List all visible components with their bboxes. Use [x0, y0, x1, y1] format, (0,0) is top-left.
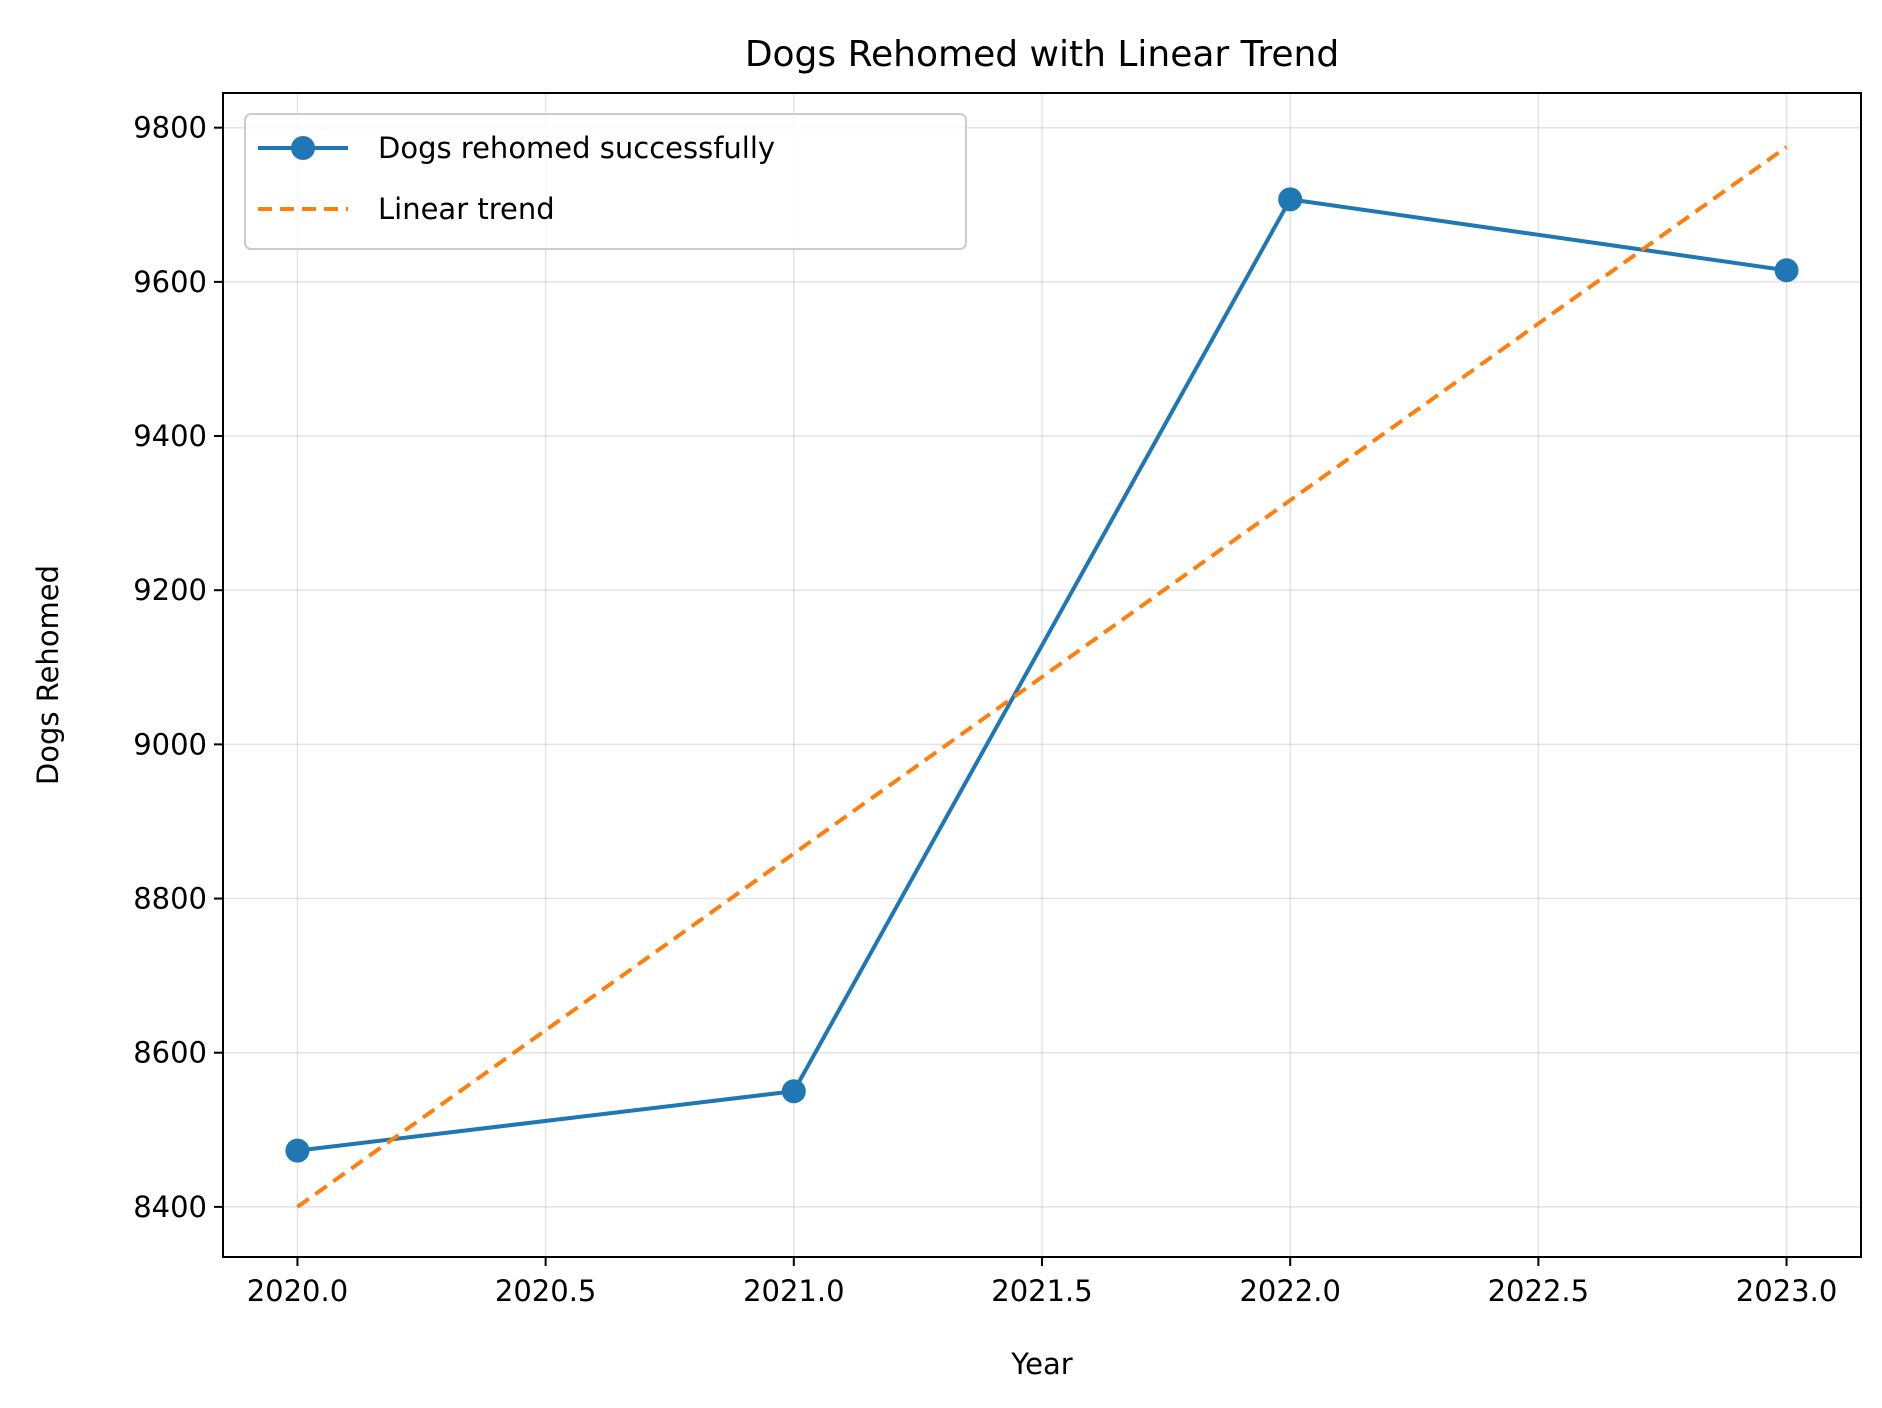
legend-label-0: Dogs rehomed successfully	[378, 131, 775, 165]
series-layer	[285, 145, 1799, 1209]
y-tick-label: 9400	[133, 419, 207, 453]
legend: Dogs rehomed successfully Linear trend	[244, 113, 967, 250]
x-tick-label: 2022.5	[1488, 1274, 1589, 1308]
chart-title: Dogs Rehomed with Linear Trend	[745, 34, 1339, 75]
x-tick-label: 2022.0	[1239, 1274, 1340, 1308]
series-0-point	[781, 1079, 806, 1104]
series-0-point	[1278, 187, 1303, 212]
y-tick-label: 9000	[133, 727, 207, 761]
grid	[223, 93, 1861, 1257]
x-axis-label: Year	[1010, 1347, 1072, 1381]
legend-label-1: Linear trend	[378, 192, 555, 226]
x-tick-label: 2020.5	[495, 1274, 596, 1308]
y-tick-label: 9200	[133, 573, 207, 607]
x-tick-label: 2020.0	[247, 1274, 348, 1308]
y-axis: 8400 8600 8800 9000 9200 9400 9600 9800	[133, 111, 223, 1224]
series-line-1	[296, 145, 1788, 1209]
series-0-point	[1774, 258, 1799, 283]
legend-swatch-marker-0	[291, 136, 315, 160]
x-axis: 2020.0 2020.5 2021.0 2021.5 2022.0 2022.5 2023…	[247, 1257, 1837, 1308]
y-tick-label: 8800	[133, 882, 207, 916]
series-0-point	[285, 1138, 310, 1163]
x-tick-label: 2021.0	[743, 1274, 844, 1308]
y-tick-label: 9800	[133, 111, 207, 145]
y-tick-label: 8400	[133, 1190, 207, 1224]
y-tick-label: 9600	[133, 265, 207, 299]
series-line-0	[297, 197, 1787, 1153]
y-axis-label: Dogs Rehomed	[31, 565, 65, 785]
x-tick-label: 2023.0	[1736, 1274, 1837, 1308]
legend-box	[244, 113, 967, 250]
y-tick-label: 8600	[133, 1036, 207, 1070]
x-tick-label: 2021.5	[991, 1274, 1092, 1308]
